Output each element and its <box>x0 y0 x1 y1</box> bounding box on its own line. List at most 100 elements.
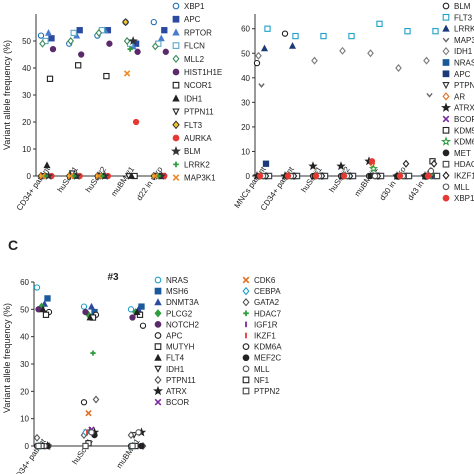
legend-label: KDM6A <box>254 343 282 352</box>
data-point-notch2 <box>129 314 136 321</box>
data-point-ptpn2 <box>35 442 42 450</box>
legend-item-flt3: FLT3 <box>442 13 473 22</box>
legend-label: MLL2 <box>184 55 205 64</box>
data-point-lrrk2 <box>127 46 133 52</box>
data-point-apc <box>161 27 168 34</box>
legend-marker <box>154 398 162 406</box>
data-point-mll2 <box>39 39 46 48</box>
data-point-idh1 <box>311 56 318 65</box>
legend-label: BLM <box>184 147 201 156</box>
x-tick-label: d30 in vitro <box>378 165 408 203</box>
data-point-xbp1 <box>256 172 264 180</box>
legend-item-hdac7: HDAC7 <box>442 160 474 169</box>
data-point-map3k1 <box>123 70 131 77</box>
data-point-hist1h1e <box>49 45 57 53</box>
data-point-mll2 <box>151 42 159 51</box>
data-point-ikzf1 <box>86 429 88 435</box>
data-point-mll <box>135 429 142 436</box>
legend-item-mll2: MLL2 <box>172 54 205 64</box>
legend-marker <box>243 310 249 317</box>
legend-item-bcor: BCOR <box>442 115 474 124</box>
legend-marker <box>153 385 163 396</box>
legend-label: KDM5C <box>454 126 474 135</box>
legend-label: PLCG2 <box>166 309 193 318</box>
x-tick-label: CD34+ patient <box>15 164 52 212</box>
legend-item-nras: NRAS <box>154 276 188 285</box>
data-point-flt4 <box>86 313 94 321</box>
data-point-mll <box>427 167 435 175</box>
data-point-nras <box>80 303 88 310</box>
data-point-apc <box>76 27 83 34</box>
legend-label: PTPN11 <box>166 376 196 385</box>
data-point-ptpn11 <box>127 431 135 440</box>
legend-marker <box>442 160 450 168</box>
data-point-lrrk2 <box>155 173 161 179</box>
legend-label: MET <box>454 149 471 158</box>
legend-item-mutyh: MUTYH <box>154 343 195 352</box>
data-point-map3k1 <box>258 83 265 88</box>
y-tick-label: 0 <box>27 172 32 181</box>
legend-label: MAP3K1 <box>454 36 474 45</box>
legend-label: IDH1 <box>166 365 185 374</box>
data-point-hist1h1e <box>106 40 113 47</box>
data-point-ptpn2 <box>82 442 89 450</box>
legend-marker <box>442 149 450 157</box>
legend-marker <box>172 54 180 64</box>
legend-item-map3k1: MAP3K1 <box>442 36 474 45</box>
legend-item-plcg2: PLCG2 <box>154 309 193 318</box>
y-tick-label: 0 <box>246 172 251 181</box>
data-point-gata2 <box>92 395 100 404</box>
panel-c: 0 10 20 30 40 50 60 Variant allele frequency (%… <box>2 276 282 474</box>
legend-marker <box>172 42 180 49</box>
data-point-flt3 <box>292 32 299 40</box>
legend-marker <box>171 146 181 156</box>
y-tick-label: 0 <box>25 442 30 451</box>
legend-item-msh6: MSH6 <box>154 287 189 296</box>
legend-label: RPTOR <box>184 28 212 37</box>
legend-marker <box>242 276 250 284</box>
y-tick-label: 50 <box>20 305 29 314</box>
legend-marker <box>242 286 250 296</box>
legend-label: DNMT3A <box>166 298 200 307</box>
data-point-flt4 <box>39 305 47 313</box>
legend-item-kdm6a: KDM6A <box>441 136 474 147</box>
legend-label: FLT3 <box>454 13 473 22</box>
legend-label: HIST1H1E <box>184 68 222 77</box>
legend-marker <box>172 68 180 76</box>
data-point-map3k1 <box>95 172 103 180</box>
legend-label: ATRX <box>166 387 187 396</box>
data-point-flt3 <box>404 28 411 35</box>
legend-item-ptpn2: PTPN2 <box>242 387 280 396</box>
data-point-map3k1 <box>152 172 159 180</box>
legend-marker <box>242 376 250 384</box>
legend-marker <box>154 353 162 361</box>
y-tick-label: 20 <box>241 123 250 132</box>
y-tick-label: 50 <box>22 37 31 46</box>
legend-label: PTPN11 <box>184 108 214 117</box>
data-point-ikzf1 <box>430 159 438 168</box>
legend-item-blm: BLM <box>442 2 471 11</box>
data-point-rptor <box>157 34 165 42</box>
legend-item-flcn: FLCN <box>172 42 205 51</box>
legend-item-idh1: IDH1 <box>154 365 185 374</box>
data-point-apc <box>262 160 270 167</box>
y-tick-label: 20 <box>20 387 29 396</box>
legend-item-cdk6: CDK6 <box>242 276 276 285</box>
legend-item-lrrk2: LRRK2 <box>442 25 474 34</box>
y-axis-label: Variant allele frequency (%) <box>2 303 12 413</box>
legend-label: MAP3K1 <box>184 174 216 183</box>
legend-marker <box>154 365 162 373</box>
legend-item-atrx: ATRX <box>153 385 187 396</box>
legend-label: NOTCH2 <box>166 320 199 329</box>
legend-label: HDAC7 <box>254 309 282 318</box>
data-point-cdk6 <box>85 410 92 417</box>
legend-item-rptor: RPTOR <box>172 28 212 37</box>
legend-marker <box>242 343 250 350</box>
legend-marker <box>154 321 162 328</box>
legend-marker <box>172 15 180 23</box>
legend-marker <box>442 92 450 101</box>
data-point-hdac7 <box>90 350 96 356</box>
legend-item-notch2: NOTCH2 <box>154 320 199 329</box>
legend-marker <box>442 70 450 78</box>
y-tick-label: 20 <box>22 118 31 127</box>
